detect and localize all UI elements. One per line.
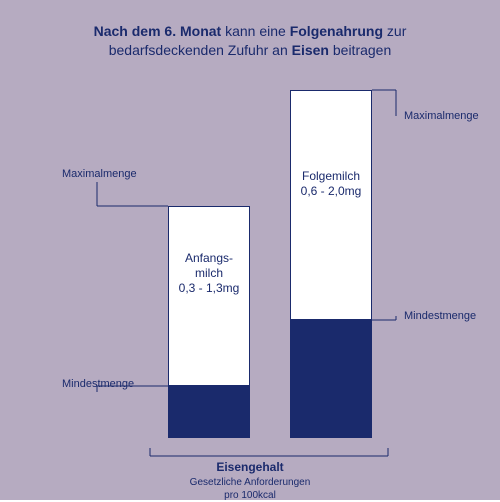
chart-area: Anfangs- milch 0,3 - 1,3mg Folgemilch 0,… <box>0 0 500 500</box>
x-axis-label: Eisengehalt Gesetzliche Anforderungen pr… <box>0 460 500 502</box>
x-axis-subtitle: Gesetzliche Anforderungen <box>0 476 500 489</box>
leader-lines <box>0 0 500 500</box>
infographic-canvas: Nach dem 6. Monat kann eine Folgenahrung… <box>0 0 500 500</box>
x-axis-title: Eisengehalt <box>0 460 500 476</box>
